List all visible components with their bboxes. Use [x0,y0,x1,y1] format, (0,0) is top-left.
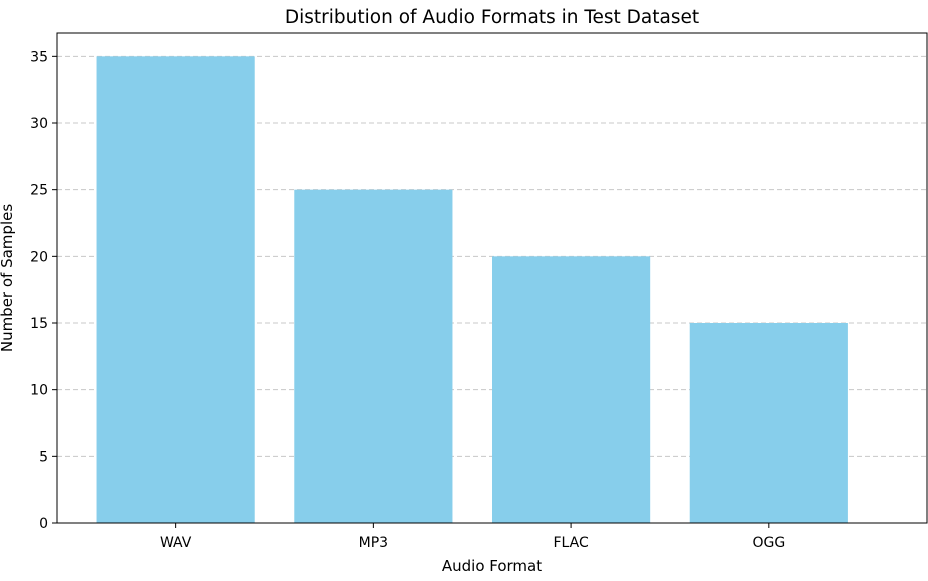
axes [52,32,928,528]
plot-frame [56,32,928,524]
chart-title: Distribution of Audio Formats in Test Da… [285,7,699,28]
y-tick-label: 25 [30,183,48,199]
y-tick-label: 10 [30,383,48,399]
x-axis-label: Audio Format [442,557,542,575]
bar-flac [492,256,651,523]
y-tick-label: 0 [39,516,48,532]
bars [96,56,848,523]
bar-wav [96,56,255,523]
x-tick-label: FLAC [553,535,589,551]
x-tick-label: WAV [160,535,192,551]
y-tick-label: 35 [30,49,48,65]
y-tick-label: 15 [30,316,48,332]
tick-labels: 0 5 10 15 20 25 30 35 WAV MP3 FLAC OGG [30,49,785,551]
bar-ogg [689,323,848,523]
bar-mp3 [294,189,453,523]
x-tick-label: MP3 [359,535,388,551]
y-tick-label: 20 [30,249,48,265]
y-tick-label: 5 [39,449,48,465]
y-axis-label: Number of Samples [0,204,16,352]
x-tick-label: OGG [752,535,785,551]
y-tick-label: 30 [30,116,48,132]
